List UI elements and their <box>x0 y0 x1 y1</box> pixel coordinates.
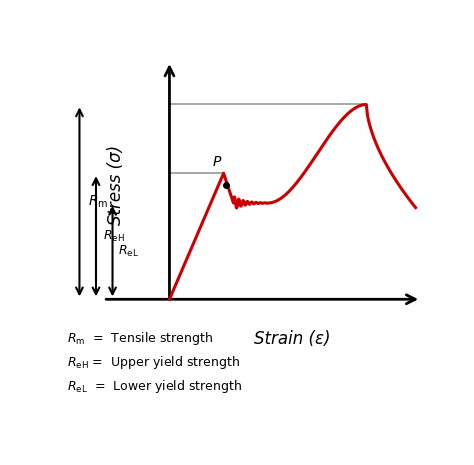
Text: $R_{\mathrm{m}}$  =  Tensile strength: $R_{\mathrm{m}}$ = Tensile strength <box>66 330 213 347</box>
Text: $R_{\mathrm{eL}}$  =  Lower yield strength: $R_{\mathrm{eL}}$ = Lower yield strength <box>66 379 242 395</box>
Text: $R_{\mathrm{eH}}$: $R_{\mathrm{eH}}$ <box>102 229 124 244</box>
Text: $R_{\mathrm{m}}$: $R_{\mathrm{m}}$ <box>88 194 108 210</box>
Text: Strain (ε): Strain (ε) <box>254 330 331 348</box>
Text: $R_{\mathrm{eH}}$ =  Upper yield strength: $R_{\mathrm{eH}}$ = Upper yield strength <box>66 354 240 371</box>
Text: $R_{\mathrm{eL}}$: $R_{\mathrm{eL}}$ <box>118 244 139 259</box>
Text: $P$: $P$ <box>212 154 222 169</box>
Text: Stress (σ): Stress (σ) <box>107 145 125 225</box>
